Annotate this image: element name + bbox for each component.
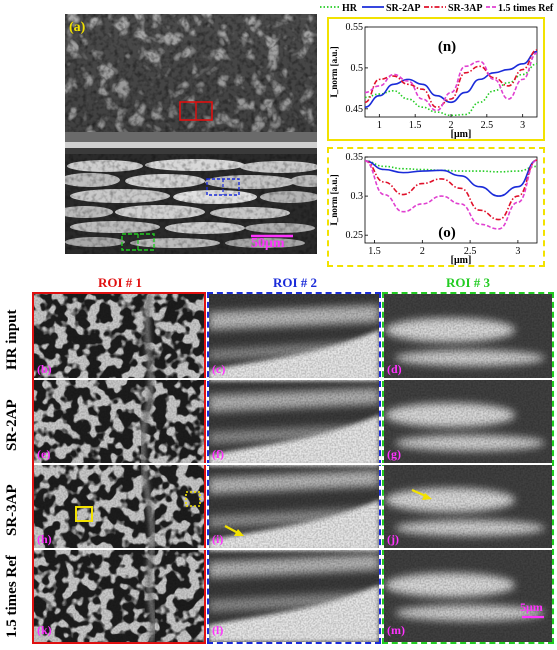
yellow-arrow-roi2 (224, 525, 244, 536)
chart-o-frame: 1.5 2 2.5 3 0.25 0.3 0.35 [μm] I_norm [a.u.] (o) (327, 147, 545, 267)
tile-label-i: (i) (212, 532, 224, 546)
yellow-box-solid (75, 506, 93, 522)
roi3-header: ROI # 3 (445, 275, 491, 290)
overview-micrograph: (a) 50μm (65, 14, 317, 254)
tile-label-j: (j) (387, 532, 399, 546)
tile-label-b: (b) (37, 362, 52, 376)
roi3-column-frame (382, 292, 554, 644)
chart-legend: HR SR-2AP SR-3AP 1.5 times Ref (318, 0, 557, 14)
legend-svg: HR SR-2AP SR-3AP 1.5 times Ref (320, 3, 554, 14)
legend-label-sr3ap: SR-3AP (448, 3, 482, 14)
tile-label-l: (l) (212, 623, 224, 637)
roi2-header: ROI # 2 (272, 275, 318, 290)
series-line-0-2 (364, 49, 538, 108)
roi2-column-frame (207, 292, 381, 644)
roi3-tiles (384, 294, 552, 642)
series-line-1-3 (364, 159, 538, 230)
scale-bar-overview-label: 50μm (251, 236, 285, 251)
yellow-arrow-roi3 (411, 488, 432, 500)
panel-a-label: (a) (69, 20, 86, 35)
y-tick-label-0-1: 0.5 (351, 63, 364, 74)
roi1-tiles (34, 294, 204, 642)
y-axis-label-1: I_norm [a.u.] (329, 174, 339, 225)
x-tick-label-1-3: 3 (515, 246, 520, 257)
tile-label-h: (h) (37, 532, 52, 546)
x-tick-label-0-3: 2.5 (481, 120, 494, 131)
x-tick-label-0-4: 3 (520, 120, 525, 131)
tile-label-e: (e) (37, 447, 51, 461)
tile-label-c: (c) (212, 362, 226, 376)
y-tick-label-0-0: 0.45 (346, 104, 364, 115)
x-tick-label-0-0: 1 (377, 120, 382, 131)
y-axis-label-0: I_norm [a.u.] (329, 46, 339, 97)
overview-micrograph-svg (65, 14, 317, 254)
series-line-0-1 (364, 50, 538, 108)
legend-label-ref: 1.5 times Ref (498, 3, 554, 14)
y-tick-label-1-1: 0.3 (351, 191, 364, 202)
legend-label-hr: HR (342, 3, 358, 14)
x-tick-label-0-2: 2 (449, 120, 454, 131)
chart-o: 1.5 2 2.5 3 0.25 0.3 0.35 [μm] I_norm [a.u.] (o) (329, 152, 538, 265)
x-axis-label-1: [μm] (451, 255, 472, 265)
x-tick-label-0-1: 1.5 (409, 120, 422, 131)
series-line-1-2 (364, 159, 538, 221)
roi1-column-frame (32, 292, 206, 644)
yellow-box-dotted (185, 491, 201, 507)
y-tick-label-1-0: 0.25 (346, 230, 364, 241)
chart-n: 1 1.5 2 2.5 3 0.45 0.5 0.55 [μm] I_norm [a.u.] (n) (329, 22, 538, 139)
scale-bar-tile-label: 5μm (520, 600, 543, 614)
y-tick-label-1-2: 0.35 (346, 152, 364, 163)
series-line-1-0 (364, 160, 538, 173)
x-tick-label-1-1: 2 (420, 246, 425, 257)
legend-label-sr2ap: SR-2AP (386, 3, 420, 14)
roi1-header: ROI # 1 (97, 275, 143, 290)
chart-n-frame: 1 1.5 2 2.5 3 0.45 0.5 0.55 [μm] I_norm [a.u.] (n) (327, 17, 545, 141)
series-line-1-1 (364, 159, 538, 197)
x-tick-label-1-0: 1.5 (368, 246, 381, 257)
tile-label-f: (f) (212, 447, 224, 461)
plot-area-1 (364, 156, 538, 244)
lower-layers (65, 154, 317, 254)
roi2-tiles (209, 294, 379, 642)
panel-tag-0: (n) (438, 39, 456, 55)
tile-label-m: (m) (387, 623, 405, 637)
y-tick-label-0-2: 0.55 (346, 22, 364, 33)
x-axis-label-0: [μm] (451, 129, 472, 139)
tile-label-k: (k) (37, 623, 52, 637)
panel-tag-1: (o) (438, 225, 456, 241)
tile-label-d: (d) (387, 362, 402, 376)
tile-label-g: (g) (387, 447, 401, 461)
x-tick-label-1-2: 2.5 (464, 246, 477, 257)
